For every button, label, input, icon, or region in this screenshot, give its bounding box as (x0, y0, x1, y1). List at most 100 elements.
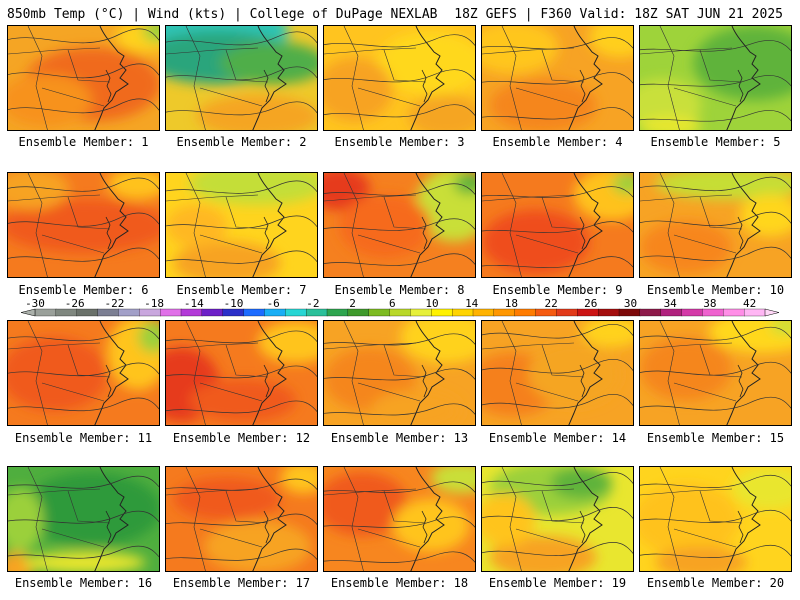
height-contour (482, 256, 633, 268)
colorbar-swatch (723, 308, 745, 317)
colorbar-swatch (285, 308, 307, 317)
colorbar-swatch (451, 308, 474, 317)
colorbar-swatch (639, 308, 662, 317)
height-contour (166, 66, 317, 81)
height-contour (640, 326, 791, 341)
colorbar-tick-label: -18 (144, 297, 164, 310)
height-contour (482, 358, 633, 374)
temperature-region (369, 389, 462, 425)
temperature-region (640, 482, 740, 558)
ensemble-member-label: Ensemble Member: 10 (646, 283, 785, 297)
colorbar-swatch (305, 308, 328, 317)
height-contour (324, 481, 475, 493)
ensemble-member-map (481, 320, 634, 426)
chesapeake-bay (737, 69, 744, 103)
height-contour (640, 75, 791, 87)
state-borders (166, 173, 269, 277)
height-contour (8, 545, 159, 559)
chesapeake-bay (263, 69, 270, 103)
colorbar-tick-label: -10 (224, 297, 244, 310)
ensemble-member-label: Ensemble Member: 4 (492, 135, 623, 149)
height-contour (8, 362, 159, 377)
chesapeake-bay (579, 216, 586, 250)
coastline (94, 26, 129, 130)
temperature-region (482, 26, 559, 74)
ensemble-member-map (323, 25, 476, 131)
coastline (252, 321, 287, 425)
temperature-region (280, 467, 317, 494)
height-contour (482, 323, 633, 339)
temperature-region (589, 26, 633, 58)
height-contour (166, 365, 317, 379)
ensemble-member-map (7, 25, 160, 131)
temperature-region (612, 173, 633, 195)
height-contour (640, 246, 791, 262)
height-contour (166, 400, 317, 414)
temperature-region (107, 173, 159, 200)
colorbar-tick-label: 42 (743, 297, 756, 310)
chesapeake-bay (421, 69, 428, 103)
ensemble-member-map (7, 466, 160, 572)
chesapeake-bay (263, 216, 270, 250)
ensemble-member-label: Ensemble Member: 19 (488, 576, 627, 590)
height-contour (8, 475, 159, 489)
colorbar-tick-label: 2 (349, 297, 356, 310)
temperature-region (377, 31, 475, 95)
ensemble-member-label: Ensemble Member: 5 (650, 135, 781, 149)
height-contour (324, 34, 475, 48)
colorbar-swatch (535, 308, 558, 317)
height-contour (324, 403, 475, 416)
colorbar-tick-label: -26 (65, 297, 85, 310)
temperature-region (23, 472, 159, 547)
height-contour (166, 250, 317, 264)
temperature-region (188, 379, 297, 422)
state-borders (324, 173, 427, 277)
colorbar-swatch (97, 308, 120, 317)
chesapeake-bay (105, 364, 112, 398)
height-contour (166, 513, 317, 526)
height-contour (482, 542, 633, 556)
colorbar-swatch (389, 308, 412, 317)
colorbar-low-arrow (20, 308, 36, 317)
state-borders (640, 173, 743, 277)
ensemble-member-map (323, 466, 476, 572)
colorbar-tick-label: -6 (267, 297, 280, 310)
height-contour (324, 218, 475, 231)
state-borders (482, 26, 585, 130)
ensemble-member-label: Ensemble Member: 16 (14, 576, 153, 590)
colorbar-swatch (55, 308, 78, 317)
height-contour (640, 211, 791, 227)
ensemble-member-label: Ensemble Member: 3 (334, 135, 465, 149)
ensemble-member-label: Ensemble Member: 18 (330, 576, 469, 590)
height-contour (640, 176, 791, 192)
temperature-region (196, 94, 317, 130)
height-contour (324, 104, 475, 118)
coastline (410, 173, 445, 277)
height-contour (324, 253, 475, 266)
colorbar-swatch (472, 308, 495, 317)
colorbar-tick-label: -2 (306, 297, 319, 310)
colorbar-tick-label: 34 (664, 297, 678, 310)
height-contour (166, 215, 317, 229)
height-contour (324, 183, 475, 196)
height-contour (482, 37, 633, 50)
state-borders (324, 321, 427, 425)
ensemble-member-map (165, 320, 318, 426)
height-contour (640, 544, 791, 559)
ensemble-member-label: Ensemble Member: 8 (334, 283, 465, 297)
colorbar-tick-label: 14 (465, 297, 479, 310)
height-contour (8, 510, 159, 524)
ensemble-member-map (165, 172, 318, 278)
chesapeake-bay (737, 510, 744, 544)
height-contour (482, 221, 633, 233)
temperature-region (339, 194, 432, 258)
colorbar-swatch (597, 308, 620, 317)
temperature-region (8, 336, 108, 412)
height-contour (640, 110, 791, 122)
ensemble-member-map (7, 320, 160, 426)
coastline (94, 173, 129, 277)
state-borders (640, 26, 743, 130)
height-contour (166, 31, 317, 46)
ensemble-member-map (639, 172, 792, 278)
ensemble-member-label: Ensemble Member: 14 (488, 431, 627, 445)
